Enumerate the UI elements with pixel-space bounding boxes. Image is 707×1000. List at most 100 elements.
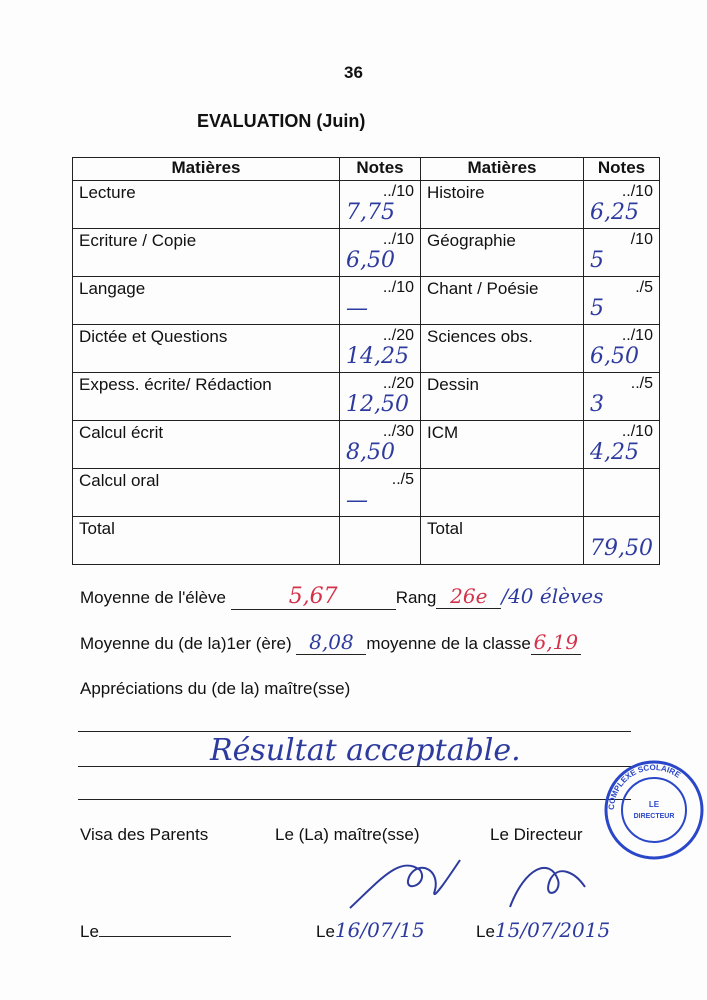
grade-scale: ../5 <box>391 471 414 488</box>
grade-scale: /10 <box>630 231 653 248</box>
parents-date-blank <box>98 918 231 937</box>
grade-cell: ../10 6,50 <box>339 228 421 277</box>
appreciations-label: Appréciations du (de la) maître(sse) <box>80 679 351 698</box>
subject-name: Géographie <box>427 231 516 250</box>
grade-cell: ../10 — <box>339 276 421 325</box>
subject-name: Dictée et Questions <box>79 327 228 346</box>
maitre-date-line: Le16/07/15 <box>316 918 425 942</box>
grade-scale: ../5 <box>630 375 653 392</box>
moyenne-eleve-line: Moyenne de l'élève 5,67 Rang 26e/40 élèves <box>80 584 603 610</box>
moyenne-classe-value: 6,19 <box>530 630 581 655</box>
grades-table: Matières Notes Matières Notes Lecture ../… <box>72 157 660 565</box>
header-notes-right: Notes <box>583 157 660 181</box>
svg-text:COMPLEXE SCOLAIRE: COMPLEXE SCOLAIRE <box>607 763 683 810</box>
le-label: Le <box>316 922 335 941</box>
subject-name: Calcul oral <box>79 471 160 490</box>
header-subjects-right: Matières <box>420 157 584 181</box>
subject-cell: Géographie <box>420 228 584 277</box>
subject-cell: Calcul écrit <box>72 420 340 469</box>
subject-name: Langage <box>79 279 146 298</box>
subject-cell: Dictée et Questions <box>72 324 340 373</box>
grade-value: 12,50 <box>346 392 409 417</box>
moyenne-eleve-value: 5,67 <box>230 584 396 610</box>
grade-scale: ../10 <box>382 279 414 296</box>
grade-value: 4,25 <box>590 440 639 465</box>
table-header: Matières Notes Matières Notes <box>72 157 660 181</box>
moyenne-eleve-label: Moyenne de l'élève <box>80 588 226 607</box>
grade-value: 6,50 <box>590 344 639 369</box>
subject-name: ICM <box>427 423 459 442</box>
grade-value: 8,50 <box>346 440 395 465</box>
grade-value <box>590 489 653 513</box>
grade-cell: ../10 4,25 <box>583 420 660 469</box>
subject-name: Total <box>79 519 115 538</box>
grade-cell: ../10 6,50 <box>583 324 660 373</box>
table-row: Expess. écrite/ Rédaction ../20 12,50 Dessi… <box>72 372 660 421</box>
svg-text:LE: LE <box>649 800 660 809</box>
moyenne-premier-value: 8,08 <box>296 630 367 655</box>
table-row: Calcul oral ../5 — <box>72 468 660 517</box>
grade-value: 6,25 <box>590 200 639 225</box>
rang-value: 26e <box>436 584 502 609</box>
grade-scale <box>346 519 414 537</box>
directeur-date-line: Le15/07/2015 <box>476 918 610 942</box>
subject-cell: Lecture <box>72 180 340 229</box>
school-stamp: COMPLEXE SCOLAIRE LE DIRECTEUR <box>604 760 704 860</box>
grade-cell <box>339 516 421 565</box>
moyenne-premier-line: Moyenne du (de la)1er (ère) 8,08 moyenne … <box>80 630 581 655</box>
grade-cell: 79,50 <box>583 516 660 565</box>
grade-cell: ../30 8,50 <box>339 420 421 469</box>
grade-scale <box>590 519 653 537</box>
subject-name: Ecriture / Copie <box>79 231 197 250</box>
subject-cell: Langage <box>72 276 340 325</box>
subject-name: Lecture <box>79 183 136 202</box>
subject-cell: Histoire <box>420 180 584 229</box>
moyenne-premier-label: Moyenne du (de la)1er (ère) <box>80 634 292 653</box>
grade-cell <box>583 468 660 517</box>
grade-scale: ../20 <box>382 327 414 344</box>
grade-cell: ../10 6,25 <box>583 180 660 229</box>
grade-value: 3 <box>590 392 604 417</box>
subject-cell: Total <box>420 516 584 565</box>
grade-cell: ../20 14,25 <box>339 324 421 373</box>
grade-cell: /10 5 <box>583 228 660 277</box>
grade-value: 5 <box>590 296 604 321</box>
grade-scale: ../10 <box>621 423 653 440</box>
grade-scale: ../30 <box>382 423 414 440</box>
subject-cell: Calcul oral <box>72 468 340 517</box>
svg-text:DIRECTEUR: DIRECTEUR <box>634 813 675 820</box>
grade-value: 7,75 <box>346 200 395 225</box>
subject-cell: ICM <box>420 420 584 469</box>
rang-total: /40 élèves <box>501 584 604 608</box>
rang-label: Rang <box>395 588 437 607</box>
directeur-label: Le Directeur <box>490 825 583 844</box>
table-row: Langage ../10 — Chant / Poésie ./5 5 <box>72 276 660 325</box>
subject-name: Histoire <box>427 183 485 202</box>
grade-value: 79,50 <box>590 536 653 561</box>
maitre-label: Le (La) maître(sse) <box>275 825 420 844</box>
grade-cell: ../20 12,50 <box>339 372 421 421</box>
grade-value: 5 <box>590 248 604 273</box>
grade-scale <box>590 471 653 489</box>
grade-value <box>346 537 414 561</box>
directeur-date: 15/07/2015 <box>494 918 611 942</box>
grade-cell: ../5 3 <box>583 372 660 421</box>
subject-name: Total <box>427 519 463 538</box>
table-row: Total Total 79,50 <box>72 516 660 565</box>
header-subjects-left: Matières <box>72 157 340 181</box>
grade-scale: ../10 <box>382 183 414 200</box>
table-row: Lecture ../10 7,75 Histoire ../10 6,25 <box>72 180 660 229</box>
subject-cell <box>420 468 584 517</box>
grade-cell: ../10 7,75 <box>339 180 421 229</box>
subject-cell: Total <box>72 516 340 565</box>
grade-value: 14,25 <box>346 344 409 369</box>
grade-scale: ../10 <box>621 183 653 200</box>
header-notes-left: Notes <box>339 157 421 181</box>
parents-date-line: Le <box>80 918 231 942</box>
subject-cell: Chant / Poésie <box>420 276 584 325</box>
rule-line <box>78 799 631 800</box>
grade-cell: ../5 — <box>339 468 421 517</box>
subject-cell: Sciences obs. <box>420 324 584 373</box>
grade-scale: ../10 <box>621 327 653 344</box>
